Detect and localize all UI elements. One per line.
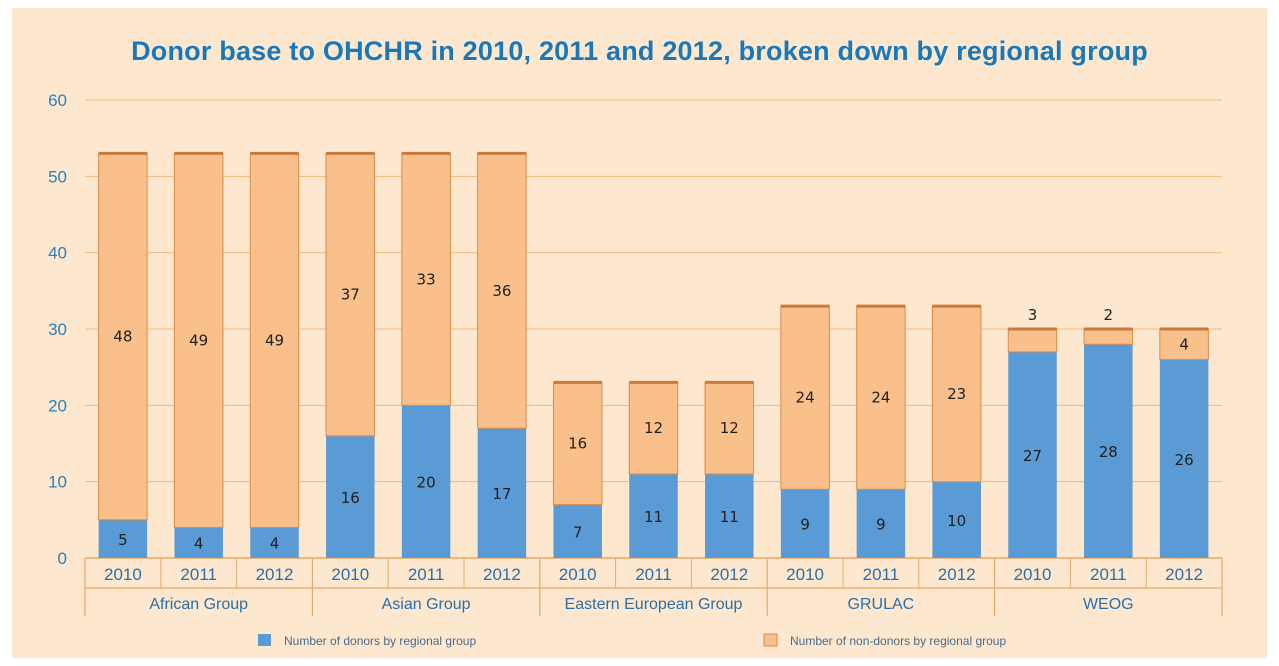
donor-bar: [932, 481, 981, 558]
donor-bar: [629, 474, 678, 558]
group-label: Eastern European Group: [565, 596, 743, 613]
donor-value-label: 17: [492, 485, 511, 503]
donor-value-label: 28: [1099, 443, 1118, 461]
donor-value-label: 5: [118, 531, 128, 549]
donor-value-label: 7: [573, 523, 583, 541]
donor-bar: [250, 527, 299, 558]
non-donor-value-label: 2: [1104, 306, 1114, 324]
non-donor-bar: [249, 152, 300, 528]
donor-value-label: 20: [417, 474, 436, 492]
non-donor-bar: [1083, 328, 1134, 345]
donor-value-label: 27: [1023, 447, 1042, 465]
non-donor-value-label: 24: [871, 389, 890, 407]
non-donor-value-label: 36: [492, 282, 511, 300]
non-donor-value-label: 16: [568, 435, 587, 453]
x-tick-label: 2012: [1165, 565, 1203, 584]
donor-value-label: 9: [876, 516, 886, 534]
non-donor-bar: [856, 305, 906, 490]
y-tick-label: 20: [48, 396, 67, 415]
donor-value-label: 4: [270, 535, 280, 553]
donor-value-label: 10: [947, 512, 966, 530]
non-donor-value-label: 23: [947, 385, 966, 403]
donor-bar: [174, 527, 223, 558]
x-tick-label: 2012: [483, 565, 521, 584]
donor-bar: [1084, 344, 1133, 558]
y-tick-label: 0: [58, 549, 67, 568]
group-label: GRULAC: [848, 596, 915, 613]
donor-bar: [401, 405, 451, 558]
non-donor-bar: [1159, 328, 1209, 361]
non-donor-bar: [98, 152, 148, 521]
donor-value-label: 16: [341, 489, 360, 507]
x-tick-label: 2012: [938, 565, 976, 584]
y-tick-label: 30: [48, 320, 67, 339]
donor-value-label: 4: [194, 535, 204, 553]
non-donor-bar: [552, 381, 603, 506]
group-label: WEOG: [1083, 596, 1134, 613]
donor-bar: [856, 489, 906, 558]
non-donor-value-label: 12: [720, 419, 739, 437]
x-tick-label: 2011: [180, 565, 217, 584]
x-tick-label: 2010: [331, 565, 369, 584]
non-donor-bar: [401, 152, 451, 406]
donor-value-label: 11: [644, 508, 663, 526]
y-tick-label: 50: [48, 167, 67, 186]
x-tick-label: 2010: [104, 565, 142, 584]
legend-swatch-donors: [258, 634, 271, 646]
non-donor-value-label: 49: [189, 331, 208, 349]
non-donor-bar: [477, 152, 527, 429]
x-tick-label: 2012: [256, 565, 294, 584]
donor-bar: [477, 428, 527, 558]
x-tick-label: 2010: [559, 565, 597, 584]
x-tick-label: 2010: [786, 565, 824, 584]
x-tick-label: 2011: [1090, 565, 1127, 584]
x-tick-label: 2011: [635, 565, 672, 584]
y-tick-label: 10: [48, 473, 67, 492]
group-label: Asian Group: [382, 596, 471, 613]
group-label: African Group: [149, 596, 248, 613]
donor-bar: [1008, 351, 1057, 558]
donor-value-label: 26: [1175, 451, 1194, 469]
non-donor-bar: [628, 381, 679, 475]
chart-title: Donor base to OHCHR in 2010, 2011 and 20…: [131, 36, 1148, 66]
donor-bar: [780, 489, 830, 558]
y-tick-label: 40: [48, 244, 67, 263]
legend-swatch-non-donors: [763, 633, 778, 647]
donor-bar: [98, 519, 148, 558]
non-donor-value-label: 33: [417, 270, 436, 288]
non-donor-value-label: 4: [1179, 335, 1189, 353]
non-donor-value-label: 37: [341, 286, 360, 304]
donor-bar: [705, 474, 754, 558]
non-donor-value-label: 49: [265, 331, 284, 349]
x-tick-label: 2012: [710, 565, 748, 584]
non-donor-value-label: 3: [1028, 306, 1038, 324]
non-donor-value-label: 12: [644, 419, 663, 437]
chart-panel: Donor base to OHCHR in 2010, 2011 and 20…: [12, 8, 1267, 658]
non-donor-bar: [704, 381, 755, 475]
donor-value-label: 9: [800, 516, 810, 534]
donor-bar: [553, 504, 602, 558]
non-donor-bar: [325, 152, 376, 437]
donor-bar: [1159, 359, 1209, 558]
non-donor-bar: [173, 152, 224, 528]
legend-label-non-donors: Number of non-donors by regional group: [790, 634, 1006, 648]
y-tick-label: 60: [48, 91, 67, 110]
donor-value-label: 11: [720, 508, 739, 526]
x-tick-label: 2010: [1014, 565, 1052, 584]
donor-bar: [326, 435, 375, 558]
non-donor-value-label: 48: [113, 328, 132, 346]
legend-label-donors: Number of donors by regional group: [284, 634, 476, 648]
non-donor-value-label: 24: [796, 389, 815, 407]
x-tick-label: 2011: [408, 565, 445, 584]
non-donor-bar: [780, 305, 830, 490]
x-tick-label: 2011: [863, 565, 900, 584]
non-donor-bar: [1007, 328, 1058, 353]
